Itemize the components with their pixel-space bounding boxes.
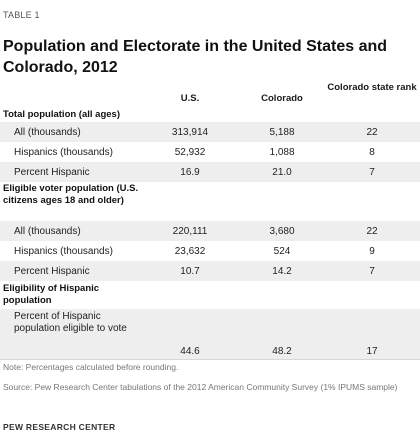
cell-us: 10.7	[180, 266, 200, 277]
section-heading-total: Total population (all ages)	[3, 109, 120, 120]
cell-rank: 8	[369, 147, 375, 158]
table-row: Percent of Hispanic population eligible …	[0, 309, 420, 359]
row-label: Hispanics (thousands)	[14, 246, 113, 257]
cell-us: 16.9	[180, 167, 200, 178]
table-row: All (thousands) 220,111 3,680 22	[0, 221, 420, 241]
column-header-rank: Colorado state rank	[327, 82, 417, 93]
cell-colorado: 14.2	[272, 266, 292, 277]
row-label: Hispanics (thousands)	[14, 147, 113, 158]
table-row: All (thousands) 313,914 5,188 22	[0, 122, 420, 142]
row-label: Percent Hispanic	[14, 266, 90, 277]
cell-colorado: 21.0	[272, 167, 292, 178]
row-label: Percent of Hispanic population eligible …	[14, 311, 127, 334]
cell-colorado: 3,680	[269, 226, 295, 237]
cell-rank: 22	[366, 127, 378, 138]
publisher-label: PEW RESEARCH CENTER	[3, 422, 116, 432]
cell-us: 52,932	[174, 147, 206, 158]
table-title: Population and Electorate in the United …	[3, 38, 388, 76]
cell-us: 220,111	[172, 226, 208, 237]
cell-colorado: 1,088	[269, 147, 295, 158]
cell-rank: 7	[369, 167, 375, 178]
cell-rank: 22	[366, 226, 378, 237]
cell-colorado: 5,188	[269, 127, 295, 138]
column-header-us: U.S.	[180, 93, 200, 104]
cell-colorado: 524	[273, 246, 291, 257]
table-source: Source: Pew Research Center tabulations …	[3, 382, 398, 392]
table-note: Note: Percentages calculated before roun…	[3, 362, 179, 372]
cell-colorado: 48.2	[272, 346, 292, 357]
cell-us: 313,914	[171, 127, 209, 138]
row-label: All (thousands)	[14, 127, 81, 138]
table-row: Percent Hispanic 16.9 21.0 7	[0, 162, 420, 182]
cell-us: 44.6	[180, 346, 200, 357]
table-row: Percent Hispanic 10.7 14.2 7	[0, 261, 420, 281]
cell-us: 23,632	[174, 246, 206, 257]
table-row: Hispanics (thousands) 52,932 1,088 8	[0, 142, 420, 162]
column-header-colorado: Colorado	[261, 93, 303, 104]
divider	[0, 359, 420, 360]
cell-rank: 7	[369, 266, 375, 277]
cell-rank: 17	[366, 346, 378, 357]
table-label: TABLE 1	[3, 10, 40, 20]
table-row: Hispanics (thousands) 23,632 524 9	[0, 241, 420, 261]
row-label: Percent Hispanic	[14, 167, 90, 178]
section-heading-eligible: Eligible voter population (U.S. citizens…	[3, 183, 139, 206]
section-heading-eligibility: Eligibility of Hispanic population	[3, 283, 100, 306]
row-label: All (thousands)	[14, 226, 81, 237]
cell-rank: 9	[369, 246, 375, 257]
